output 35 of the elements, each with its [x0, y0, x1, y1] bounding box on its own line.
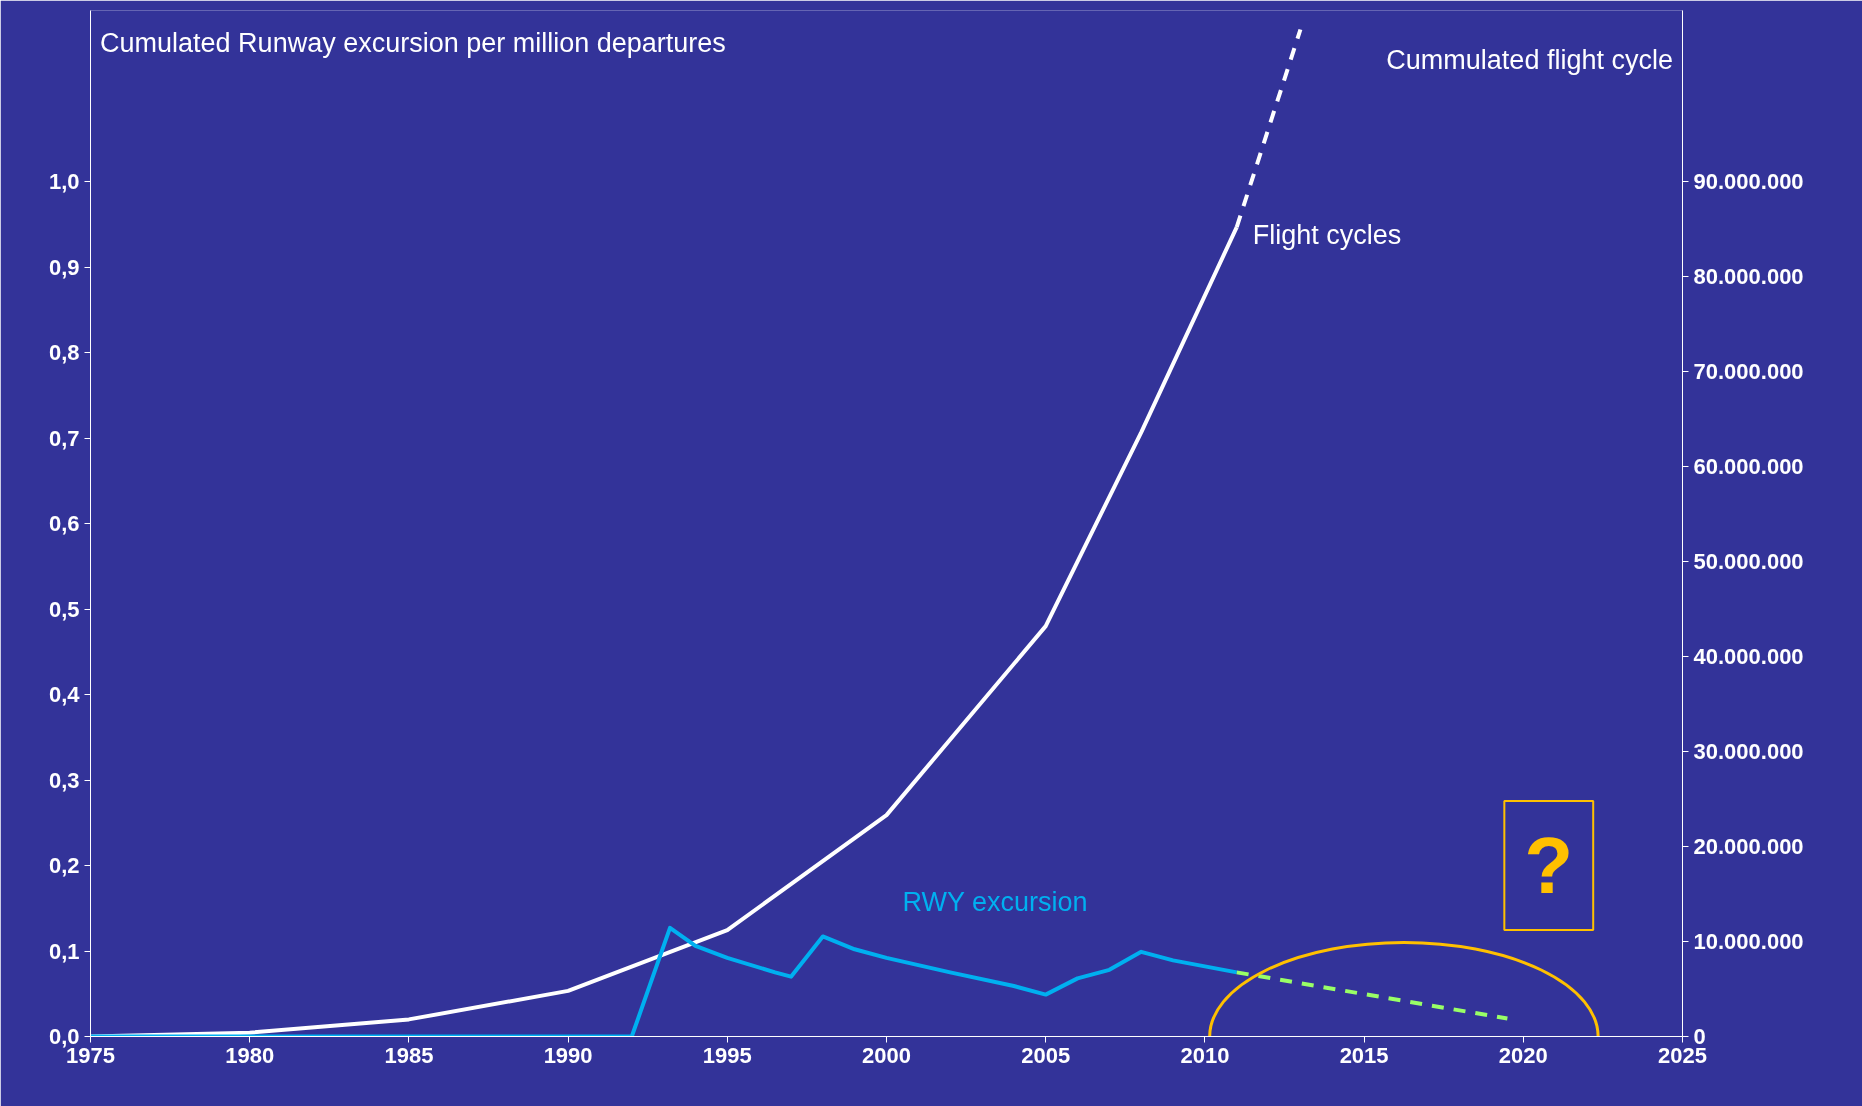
x-tick-label: 2020 [1498, 1042, 1548, 1068]
x-tick-label: 1995 [702, 1042, 752, 1068]
y2-tick-label: 40.000.000 [1693, 644, 1804, 669]
y2-tick-label: 50.000.000 [1693, 549, 1804, 574]
x-tick-label: 1980 [225, 1042, 275, 1068]
x-tick-label: 2010 [1180, 1042, 1230, 1068]
y-tick-label: 0,6 [48, 511, 80, 536]
annotation: Flight cycles [1252, 219, 1402, 250]
y-tick-label: 0,2 [48, 853, 80, 878]
y-tick-label: 0,3 [48, 767, 80, 793]
x-tick-label: 1990 [543, 1042, 593, 1068]
y-tick-label: 1,0 [48, 169, 80, 194]
y-tick-label: 0,5 [48, 596, 80, 622]
annotation: RWY excursion [902, 886, 1088, 917]
y2-tick-label: 10.000.000 [1693, 929, 1804, 954]
y2-tick-label: 60.000.000 [1693, 454, 1804, 479]
y2-tick-label: 90.000.000 [1693, 169, 1804, 194]
y-tick-label: 0,0 [48, 1024, 80, 1049]
y-tick-label: 0,4 [48, 682, 81, 707]
y2-axis-title: Cummulated flight cycle [1386, 44, 1673, 75]
y2-tick-label: 20.000.000 [1693, 834, 1804, 859]
y-tick-label: 0,9 [48, 254, 80, 280]
annotation: ? [1524, 821, 1574, 910]
x-tick-label: 2000 [862, 1042, 911, 1068]
y-tick-label: 0,7 [48, 425, 80, 451]
y-axis-title: Cumulated Runway excursion per million departures [100, 27, 726, 58]
x-tick-label: 1985 [384, 1042, 434, 1068]
x-tick-label: 2015 [1339, 1042, 1389, 1068]
y-tick-label: 0,1 [48, 938, 80, 964]
y2-tick-label: 70.000.000 [1693, 359, 1804, 384]
y2-tick-label: 0 [1693, 1024, 1706, 1049]
y2-tick-label: 80.000.000 [1693, 264, 1804, 289]
y2-tick-label: 30.000.000 [1693, 739, 1804, 764]
y-tick-label: 0,8 [48, 340, 80, 365]
x-tick-label: 2005 [1021, 1042, 1071, 1068]
